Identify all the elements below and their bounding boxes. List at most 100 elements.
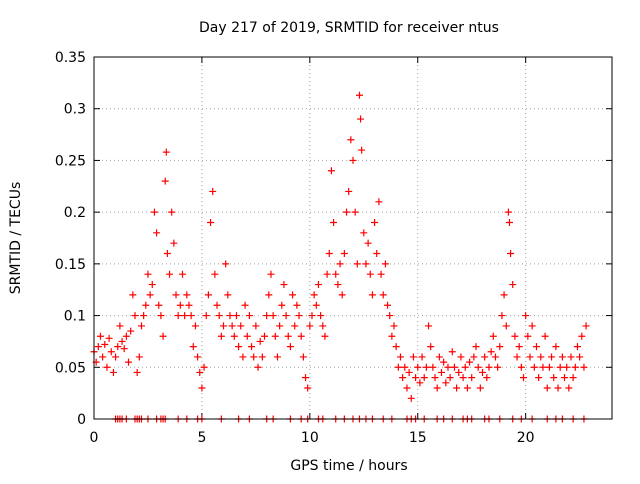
data-point bbox=[368, 291, 376, 299]
data-point bbox=[314, 281, 322, 289]
data-point bbox=[360, 229, 368, 237]
data-point bbox=[429, 363, 437, 371]
data-point bbox=[107, 348, 115, 356]
data-point bbox=[563, 363, 571, 371]
data-point bbox=[355, 91, 363, 99]
data-point bbox=[504, 208, 512, 216]
data-point bbox=[146, 291, 154, 299]
data-point bbox=[330, 218, 338, 226]
data-point bbox=[217, 332, 225, 340]
data-point bbox=[450, 363, 458, 371]
data-point bbox=[142, 301, 150, 309]
data-point bbox=[377, 270, 385, 278]
data-point bbox=[319, 322, 327, 330]
data-point bbox=[390, 322, 398, 330]
data-point bbox=[250, 353, 258, 361]
data-point bbox=[325, 250, 333, 258]
data-point bbox=[412, 374, 420, 382]
data-point bbox=[172, 291, 180, 299]
data-point bbox=[185, 301, 193, 309]
data-point bbox=[163, 250, 171, 258]
data-point bbox=[230, 332, 238, 340]
y-tick-label: 0.1 bbox=[64, 309, 86, 325]
data-point bbox=[409, 353, 417, 361]
data-point bbox=[125, 358, 133, 366]
data-point bbox=[226, 312, 234, 320]
data-point bbox=[444, 363, 452, 371]
data-point bbox=[440, 358, 448, 366]
data-point bbox=[498, 312, 506, 320]
data-point bbox=[427, 343, 435, 351]
data-point bbox=[554, 384, 562, 392]
data-point bbox=[446, 374, 454, 382]
data-point bbox=[351, 208, 359, 216]
data-point bbox=[496, 343, 504, 351]
data-point bbox=[304, 384, 312, 392]
data-point bbox=[532, 343, 540, 351]
data-point bbox=[133, 368, 141, 376]
data-point bbox=[232, 312, 240, 320]
data-point bbox=[558, 353, 566, 361]
data-point bbox=[131, 312, 139, 320]
data-point bbox=[548, 353, 556, 361]
data-point bbox=[137, 322, 145, 330]
x-tick-label: 0 bbox=[90, 430, 99, 446]
x-tick-label: 20 bbox=[517, 430, 535, 446]
data-point bbox=[537, 353, 545, 361]
data-point bbox=[168, 208, 176, 216]
data-point bbox=[196, 368, 204, 376]
data-point bbox=[345, 187, 353, 195]
data-point bbox=[509, 281, 517, 289]
data-point bbox=[166, 270, 174, 278]
y-tick-label: 0 bbox=[77, 412, 86, 428]
data-point bbox=[265, 291, 273, 299]
data-point bbox=[209, 187, 217, 195]
data-point bbox=[157, 312, 165, 320]
data-point bbox=[222, 260, 230, 268]
data-point bbox=[276, 322, 284, 330]
data-point bbox=[127, 327, 135, 335]
data-point bbox=[573, 343, 581, 351]
data-point bbox=[407, 394, 415, 402]
y-tick-label: 0.05 bbox=[55, 360, 86, 376]
y-axis-label: SRMTID / TECUs bbox=[8, 182, 24, 295]
data-point bbox=[174, 312, 182, 320]
data-point bbox=[349, 156, 357, 164]
data-point bbox=[263, 312, 271, 320]
data-point bbox=[381, 260, 389, 268]
data-point bbox=[336, 260, 344, 268]
data-point bbox=[286, 343, 294, 351]
data-point bbox=[282, 312, 290, 320]
data-point bbox=[576, 353, 584, 361]
data-point bbox=[472, 343, 480, 351]
y-tick-label: 0.25 bbox=[55, 153, 86, 169]
data-point bbox=[463, 384, 471, 392]
data-point bbox=[505, 218, 513, 226]
data-point bbox=[162, 148, 170, 156]
data-point bbox=[293, 301, 301, 309]
data-point bbox=[530, 363, 538, 371]
data-point bbox=[323, 270, 331, 278]
data-point bbox=[567, 353, 575, 361]
data-point bbox=[358, 146, 366, 154]
data-point bbox=[453, 384, 461, 392]
y-tick-label: 0.15 bbox=[55, 257, 86, 273]
data-point bbox=[392, 343, 400, 351]
data-point bbox=[252, 322, 260, 330]
data-point bbox=[271, 332, 279, 340]
data-point bbox=[213, 301, 221, 309]
data-point bbox=[483, 374, 491, 382]
data-point bbox=[112, 353, 120, 361]
data-point bbox=[375, 198, 383, 206]
data-point bbox=[256, 337, 264, 345]
data-point bbox=[416, 379, 424, 387]
data-point bbox=[396, 353, 404, 361]
data-point bbox=[248, 343, 256, 351]
data-point bbox=[332, 270, 340, 278]
data-point bbox=[140, 312, 148, 320]
data-point bbox=[364, 239, 372, 247]
data-point bbox=[122, 332, 130, 340]
data-point bbox=[96, 332, 104, 340]
data-point bbox=[340, 250, 348, 258]
data-point bbox=[191, 322, 199, 330]
